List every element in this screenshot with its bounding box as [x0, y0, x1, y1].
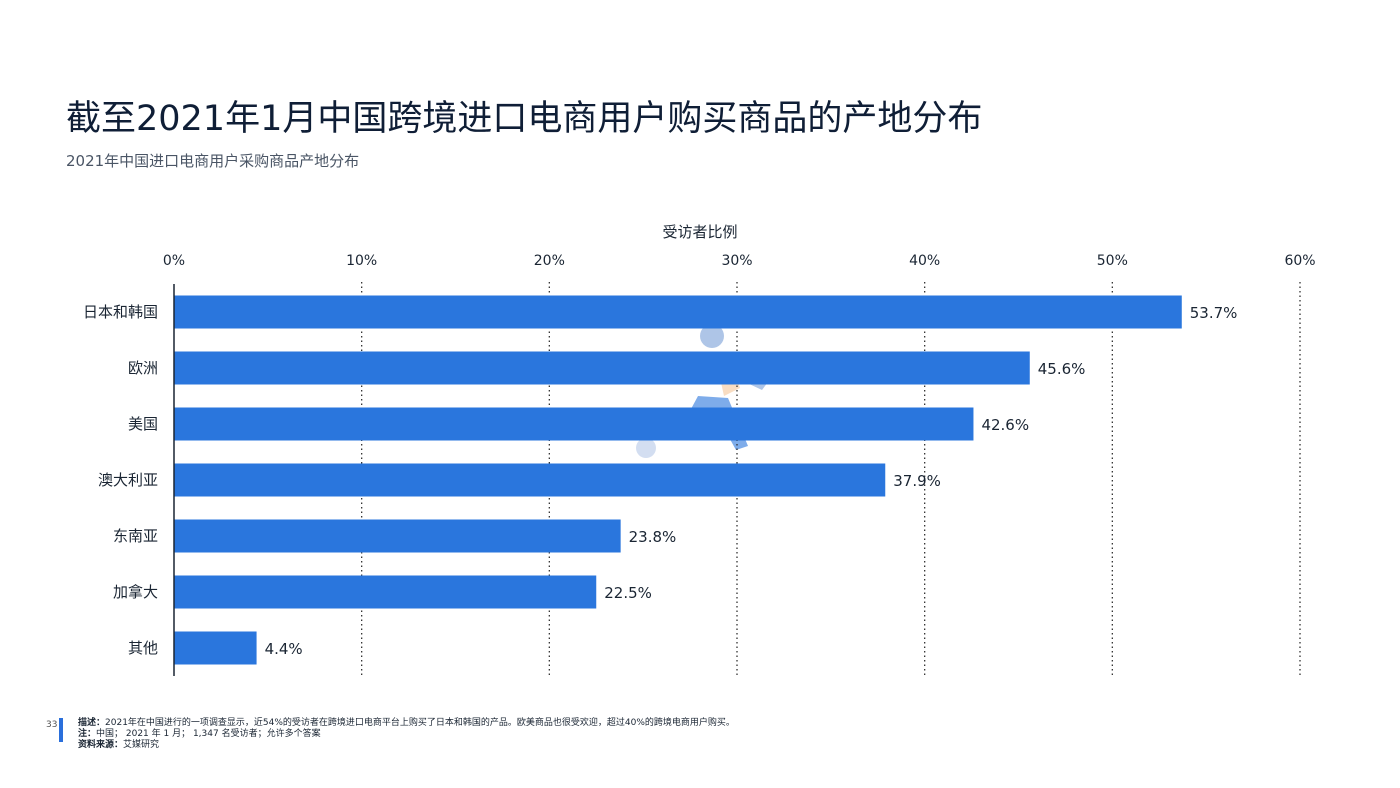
y-category-label: 欧洲: [128, 359, 158, 377]
data-label: 37.9%: [893, 472, 941, 490]
footer-accent-bar: [59, 718, 63, 742]
footer-note: 注：中国； 2021 年 1 月； 1,347 名受访者；允许多个答案: [78, 729, 321, 739]
data-label: 45.6%: [1038, 360, 1086, 378]
x-tick-label: 40%: [909, 253, 940, 269]
y-category-label: 其他: [128, 639, 158, 657]
footer-description: 描述：2021年在中国进行的一项调查显示，近54%的受访者在跨境进口电商平台上购…: [78, 718, 735, 728]
bar: [174, 631, 257, 665]
footer-source: 资料来源：艾媒研究: [78, 740, 160, 750]
y-category-label: 加拿大: [113, 583, 158, 601]
x-tick-label: 30%: [721, 253, 752, 269]
y-category-label: 日本和韩国: [83, 303, 158, 321]
bar: [174, 575, 597, 609]
footer-notes: 描述：2021年在中国进行的一项调查显示，近54%的受访者在跨境进口电商平台上购…: [78, 718, 735, 751]
y-category-label: 美国: [128, 415, 158, 433]
data-label: 53.7%: [1190, 304, 1238, 322]
bar: [174, 295, 1182, 329]
x-tick-label: 10%: [346, 253, 377, 269]
x-tick-label: 60%: [1284, 253, 1315, 269]
footer: 33 描述：2021年在中国进行的一项调查显示，近54%的受访者在跨境进口电商平…: [46, 718, 1366, 758]
data-label: 22.5%: [604, 584, 652, 602]
page-title: 截至2021年1月中国跨境进口电商用户购买商品的产地分布: [66, 99, 983, 139]
data-label: 42.6%: [981, 416, 1029, 434]
bar: [174, 519, 621, 553]
page-subtitle: 2021年中国进口电商用户采购商品产地分布: [66, 152, 360, 170]
x-tick-label: 0%: [163, 253, 185, 269]
data-label: 23.8%: [629, 528, 677, 546]
bar: [174, 407, 974, 441]
y-category-label: 澳大利亚: [98, 471, 158, 489]
bar: [174, 351, 1030, 385]
x-tick-label: 20%: [534, 253, 565, 269]
x-axis-title: 受访者比例: [662, 223, 737, 241]
page-number: 33: [46, 720, 58, 730]
y-category-label: 东南亚: [113, 527, 158, 545]
bar: [174, 463, 886, 497]
x-tick-label: 50%: [1097, 253, 1128, 269]
data-label: 4.4%: [265, 640, 303, 658]
